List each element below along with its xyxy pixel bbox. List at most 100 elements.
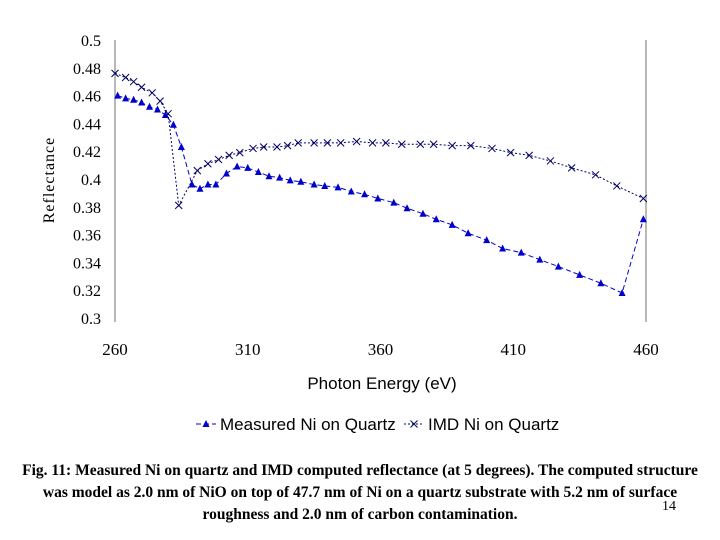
x-marker [283,141,292,150]
x-marker [466,141,475,150]
x-marker [448,141,457,150]
legend-label: Measured Ni on Quartz [220,415,396,434]
y-tick-label: 0.3 [81,311,101,328]
x-marker [204,159,212,168]
triangle-marker [204,180,212,188]
x-marker [121,73,130,82]
triangle-marker [517,248,525,256]
triangle-marker [554,262,562,270]
y-axis-label: Reflectance [41,137,58,224]
x-marker [225,151,234,160]
triangle-marker [297,177,305,185]
x-marker [546,157,555,165]
x-marker [591,170,600,179]
triangle-marker [202,420,210,427]
triangle-marker [390,198,398,206]
triangle-marker [223,169,231,177]
triangle-marker [576,270,584,278]
y-tick-label: 0.38 [73,200,101,217]
y-tick-label: 0.32 [73,283,101,300]
reflectance-chart: 0.3 0.32 0.34 0.36 0.38 0.4 0.42 0.44 0.46 0.48 0.… [41,33,659,434]
x-marker [129,77,138,86]
x-marker [294,139,303,147]
x-marker [111,69,119,78]
x-marker [273,143,281,151]
x-axis-label: Photon Energy (eV) [307,374,456,393]
triangle-marker [153,105,161,113]
x-marker [410,420,418,428]
triangle-marker [276,173,284,181]
x-marker [397,140,406,149]
triangle-marker [196,184,204,192]
x-marker [488,144,496,153]
triangle-marker [347,187,355,195]
triangle-marker [403,204,411,212]
x-marker [506,148,515,157]
triangle-marker [122,94,130,102]
x-marker [310,139,318,147]
triangle-marker [536,255,544,263]
triangle-marker [618,288,626,296]
y-tick-label: 0.34 [73,255,101,272]
x-marker [639,194,648,203]
triangle-marker [374,194,382,202]
triangle-marker [233,162,241,170]
series-measured [114,91,647,296]
triangle-marker [334,183,342,191]
legend-item: IMD Ni on Quartz [404,415,559,434]
y-tick-label: 0.4 [81,172,101,189]
x-marker [214,155,223,164]
x-marker [612,182,621,190]
figure-caption: Fig. 11: Measured Ni on quartz and IMD c… [22,462,698,523]
x-marker [416,140,425,149]
x-tick-label: 410 [501,340,527,359]
triangle-marker [361,190,369,198]
x-marker [249,144,257,153]
x-marker [381,139,390,147]
x-tick-label: 360 [368,340,394,359]
triangle-marker [146,102,154,110]
x-marker [193,166,202,175]
triangle-marker [138,98,146,106]
triangle-marker [448,220,456,228]
y-tick-label: 0.5 [81,33,101,50]
triangle-marker [212,180,220,188]
triangle-marker [177,143,185,151]
y-tick-label: 0.46 [73,89,101,106]
x-marker [148,88,157,97]
series-imd [111,69,648,210]
x-marker [137,83,146,92]
y-tick-label: 0.44 [73,116,101,133]
series-line [117,95,644,294]
page-number: 14 [662,499,676,514]
triangle-marker [265,172,273,180]
triangle-marker [169,120,177,128]
triangle-marker [188,180,196,188]
y-tick-label: 0.36 [73,228,101,245]
triangle-marker [286,176,294,184]
triangle-marker [499,244,507,252]
triangle-marker [161,111,169,119]
triangle-marker [483,236,491,244]
x-marker [259,143,268,151]
triangle-marker [432,215,440,223]
x-marker [156,97,164,106]
triangle-marker [464,229,472,237]
x-marker [174,201,183,210]
x-marker [352,137,361,146]
triangle-marker [597,279,605,287]
x-marker [567,164,576,172]
triangle-marker [254,168,262,176]
x-tick-label: 310 [235,340,261,359]
x-marker [429,140,438,149]
x-marker [235,148,244,157]
legend-item: Measured Ni on Quartz [196,415,396,434]
y-tick-label: 0.48 [73,61,101,78]
triangle-marker [310,180,318,188]
triangle-marker [419,209,427,217]
x-marker [368,139,377,147]
y-tick-label: 0.42 [73,144,101,161]
triangle-marker [639,215,647,223]
x-tick-label: 260 [102,340,128,359]
x-marker [336,139,345,147]
